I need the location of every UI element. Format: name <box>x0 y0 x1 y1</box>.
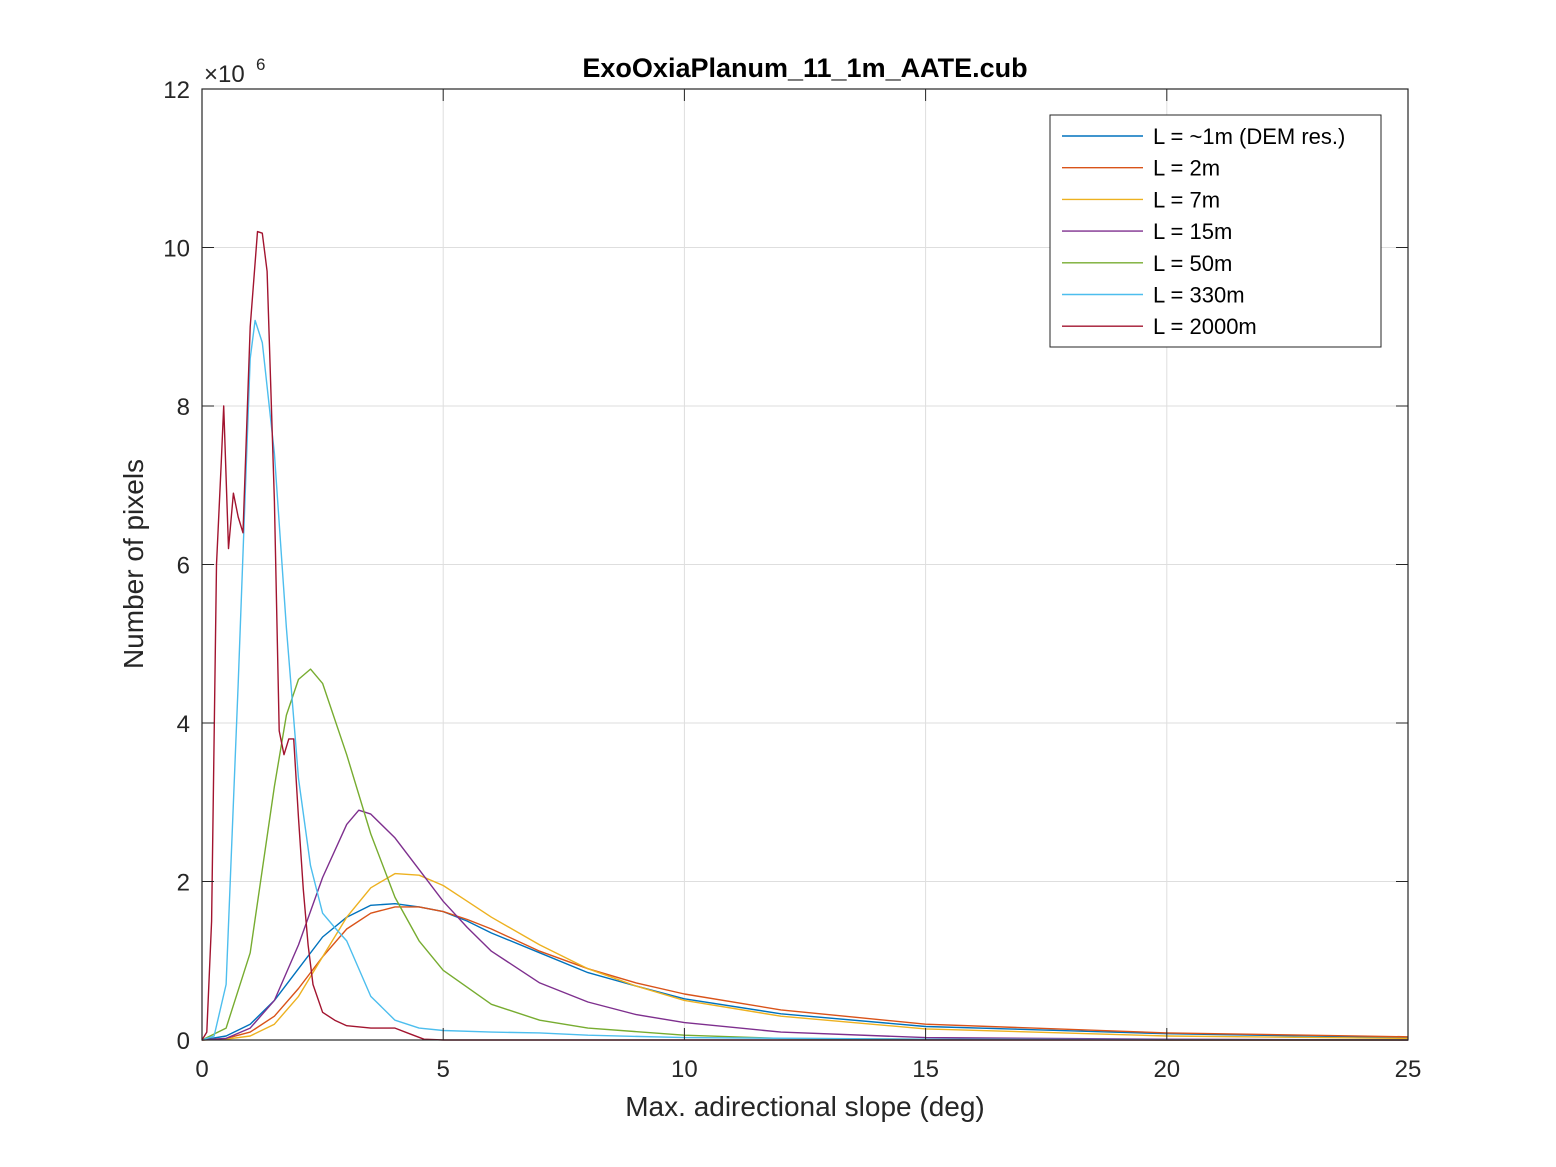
legend-entry: L = 7m <box>1062 187 1220 212</box>
y-tick-label: 0 <box>177 1028 190 1055</box>
legend-entry: L = 2m <box>1062 156 1220 181</box>
y-tick-label: 8 <box>177 394 190 421</box>
legend-label: L = 2m <box>1153 156 1220 181</box>
series-line-7 <box>201 230 1408 1041</box>
legend-entry: L = 330m <box>1062 283 1245 308</box>
series-line-6 <box>201 319 1409 1041</box>
y-exponent-power: 6 <box>256 55 265 74</box>
x-tick-label: 20 <box>1153 1056 1180 1083</box>
legend-label: L = 330m <box>1153 283 1245 308</box>
x-tick-labels: 0 5 10 15 20 25 <box>195 1056 1421 1083</box>
y-exponent-base: ×10 <box>204 61 245 88</box>
y-tick-label: 12 <box>163 77 190 104</box>
y-axis-label: Number of pixels <box>118 459 149 669</box>
legend-label: L = 2000m <box>1153 314 1257 339</box>
series-line-3 <box>201 872 1409 1041</box>
legend-entry: L = 50m <box>1062 251 1232 276</box>
y-tick-label: 10 <box>163 236 190 263</box>
legend-entry: L = 15m <box>1062 219 1232 244</box>
series-lines <box>201 230 1409 1041</box>
legend: L = ~1m (DEM res.) L = 2m L = 7m L = 15m L =… <box>1049 114 1382 348</box>
y-tick-label: 2 <box>177 870 190 897</box>
y-tick-labels: 0 2 4 6 8 10 12 <box>163 77 190 1055</box>
x-tick-label: 0 <box>195 1056 208 1083</box>
x-tick-label: 10 <box>671 1056 698 1083</box>
legend-label: L = 7m <box>1153 187 1220 212</box>
legend-entry: L = 2000m <box>1062 314 1257 339</box>
legend-entry: L = ~1m (DEM res.) <box>1062 124 1345 149</box>
x-tick-label: 5 <box>437 1056 450 1083</box>
series-line-2 <box>201 906 1409 1041</box>
legend-label: L = 15m <box>1153 219 1232 244</box>
x-tick-label: 25 <box>1395 1056 1422 1083</box>
y-tick-label: 6 <box>177 553 190 580</box>
series-line-4 <box>201 809 1409 1041</box>
legend-label: L = ~1m (DEM res.) <box>1153 124 1345 149</box>
legend-label: L = 50m <box>1153 251 1232 276</box>
x-tick-label: 15 <box>912 1056 939 1083</box>
x-axis-label: Max. adirectional slope (deg) <box>625 1091 985 1122</box>
y-tick-label: 4 <box>177 711 190 738</box>
axis-ticks <box>201 88 1409 1041</box>
chart-title: ExoOxiaPlanum_11_1m_AATE.cub <box>582 53 1027 83</box>
